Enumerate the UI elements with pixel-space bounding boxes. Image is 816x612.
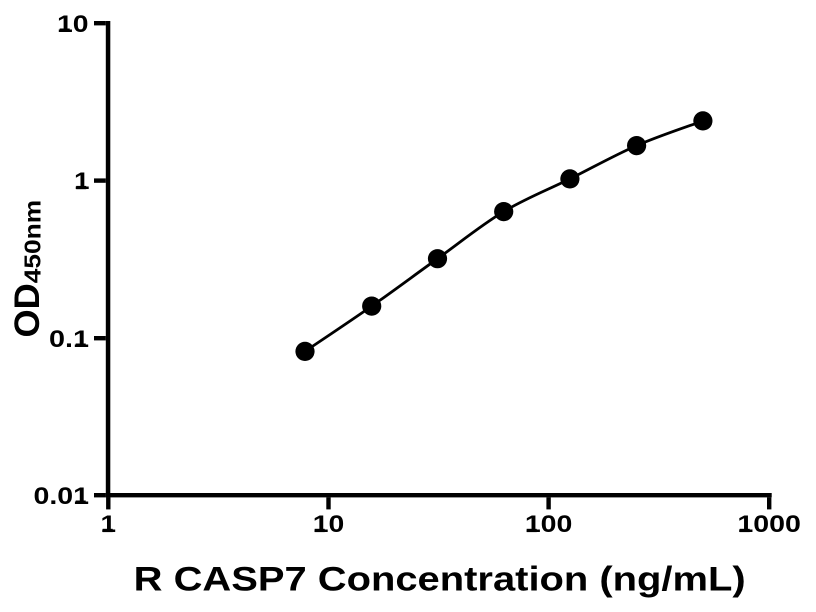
svg-text:1: 1 xyxy=(101,511,117,538)
svg-text:10: 10 xyxy=(313,511,345,538)
svg-text:10: 10 xyxy=(57,11,89,38)
svg-text:OD: OD xyxy=(7,283,47,337)
svg-text:450nm: 450nm xyxy=(20,200,46,283)
svg-text:1: 1 xyxy=(74,168,90,195)
svg-text:0.01: 0.01 xyxy=(34,483,90,510)
svg-text:R CASP7 Concentration (ng/mL): R CASP7 Concentration (ng/mL) xyxy=(134,561,746,599)
svg-text:1000: 1000 xyxy=(737,511,801,538)
svg-text:100: 100 xyxy=(525,511,573,538)
svg-text:0.1: 0.1 xyxy=(49,326,89,353)
